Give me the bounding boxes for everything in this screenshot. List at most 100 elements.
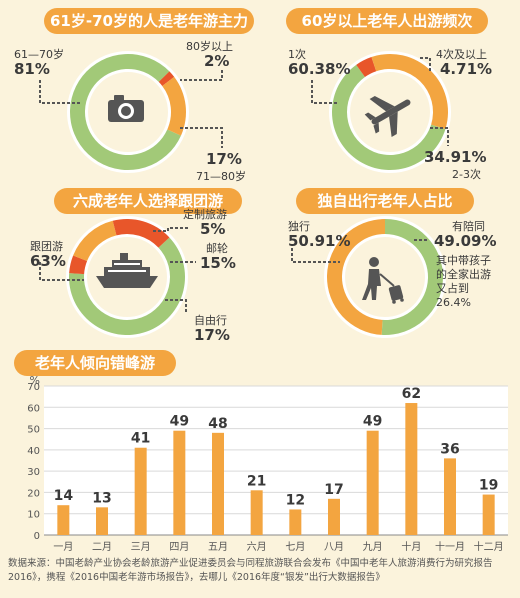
legend-label: 定制旅游 <box>183 208 227 221</box>
x-tick-label: 三月 <box>131 541 151 553</box>
bar-value-label: 36 <box>440 441 459 457</box>
plot-area <box>44 386 508 535</box>
y-tick-label: 60 <box>27 403 40 414</box>
bar-value-label: 17 <box>324 482 343 498</box>
leader-line <box>291 248 340 263</box>
panel-title: 独自出行老年人占比 <box>296 188 474 214</box>
bar <box>366 430 379 535</box>
legend-label: 61—70岁 <box>14 48 64 61</box>
x-tick-label: 八月 <box>324 541 344 553</box>
leader-line <box>180 127 223 148</box>
leader-line <box>180 70 223 81</box>
bar <box>173 430 186 535</box>
note-line: 的全家出游 <box>436 268 491 281</box>
bar <box>405 403 418 535</box>
donut-segment <box>331 64 446 171</box>
y-axis-label: % <box>30 374 40 387</box>
leader-line <box>39 262 84 281</box>
source-note: 数据来源：中国老龄产业协会老龄旅游产业促进委员会与同程旅游联合会发布《中国中老年… <box>8 558 493 583</box>
bar-value-label: 49 <box>363 414 382 430</box>
legend-value: 4.71% <box>440 60 493 78</box>
donut-segment <box>381 219 444 335</box>
bar <box>444 458 456 535</box>
legend-value: 49.09% <box>434 232 497 250</box>
legend-label: 71—80岁 <box>196 170 246 183</box>
donut-segment <box>327 219 385 335</box>
legend-value: 34.91% <box>424 148 487 166</box>
bar-value-label: 13 <box>92 490 111 506</box>
legend-label: 4次及以上 <box>436 48 487 61</box>
legend-value: 17% <box>194 326 230 344</box>
bar <box>212 432 224 535</box>
camera-icon <box>108 95 144 122</box>
leader-line <box>153 227 190 232</box>
y-tick-label: 20 <box>27 488 40 499</box>
bar <box>328 498 340 535</box>
panel-title: 60岁以上老年人出游频次 <box>286 8 488 34</box>
donut-segment <box>162 76 187 136</box>
legend-label: 80岁以上 <box>186 40 233 53</box>
legend-value: 63% <box>30 252 66 270</box>
leader-line <box>39 80 80 104</box>
bar-value-label: 49 <box>170 414 189 430</box>
donut-segment <box>69 255 88 275</box>
airplane-icon <box>364 95 411 138</box>
bar-value-label: 48 <box>208 416 227 432</box>
legend-label: 跟团游 <box>30 240 63 253</box>
bar-value-label: 12 <box>286 492 305 508</box>
bar <box>134 447 147 535</box>
legend-value: 15% <box>200 254 236 272</box>
panel-title: 六成老年人选择跟团游 <box>54 188 242 214</box>
bar-value-label: 21 <box>247 473 266 489</box>
legend-value: 2% <box>204 52 230 70</box>
leader-line <box>165 299 187 312</box>
legend-value: 60.38% <box>288 60 351 78</box>
x-tick-label: 十一月 <box>435 540 465 553</box>
legend-value: 5% <box>200 220 226 238</box>
donut-segment <box>158 71 175 87</box>
bar <box>250 490 263 535</box>
leader-line <box>420 57 431 72</box>
y-tick-label: 10 <box>27 510 40 521</box>
legend-label: 自由行 <box>194 314 227 327</box>
legend-label: 2-3次 <box>452 168 481 181</box>
chart-title: 老年人倾向错峰游 <box>14 350 176 376</box>
note-line: 其中带孩子 <box>436 254 491 267</box>
x-tick-label: 七月 <box>285 541 305 553</box>
legend-value: 50.91% <box>288 232 351 250</box>
panel-title: 61岁-70岁的人是老年游主力 <box>44 8 254 34</box>
donut-segment <box>68 237 185 335</box>
donut-segment <box>356 57 377 78</box>
bar <box>57 505 70 535</box>
note-line: 又占到 <box>436 282 469 295</box>
x-tick-label: 四月 <box>169 541 189 553</box>
bar-value-label: 62 <box>402 386 421 402</box>
x-tick-label: 六月 <box>247 541 267 553</box>
bar <box>96 507 108 535</box>
donut-segment <box>371 54 449 129</box>
cruise-ship-icon <box>96 253 158 288</box>
leader-line <box>311 80 338 104</box>
y-tick-label: 50 <box>27 425 40 436</box>
x-tick-label: 一月 <box>53 541 73 553</box>
x-tick-label: 十二月 <box>474 540 504 553</box>
x-tick-label: 二月 <box>92 541 112 553</box>
x-tick-label: 五月 <box>208 541 228 553</box>
y-tick-label: 0 <box>34 531 40 542</box>
y-tick-label: 30 <box>27 467 40 478</box>
x-tick-label: 十月 <box>401 540 421 553</box>
x-tick-label: 九月 <box>363 541 383 553</box>
y-tick-label: 70 <box>27 382 40 393</box>
donut-segment <box>73 220 117 262</box>
note-line: 26.4% <box>436 296 471 309</box>
legend-label: 有陪同 <box>452 220 485 233</box>
bar <box>482 494 495 535</box>
bar-value-label: 14 <box>54 488 74 504</box>
donut-segment <box>112 219 170 248</box>
legend-label: 邮轮 <box>206 242 228 255</box>
legend-value: 17% <box>206 150 242 168</box>
legend-label: 1次 <box>288 48 306 61</box>
